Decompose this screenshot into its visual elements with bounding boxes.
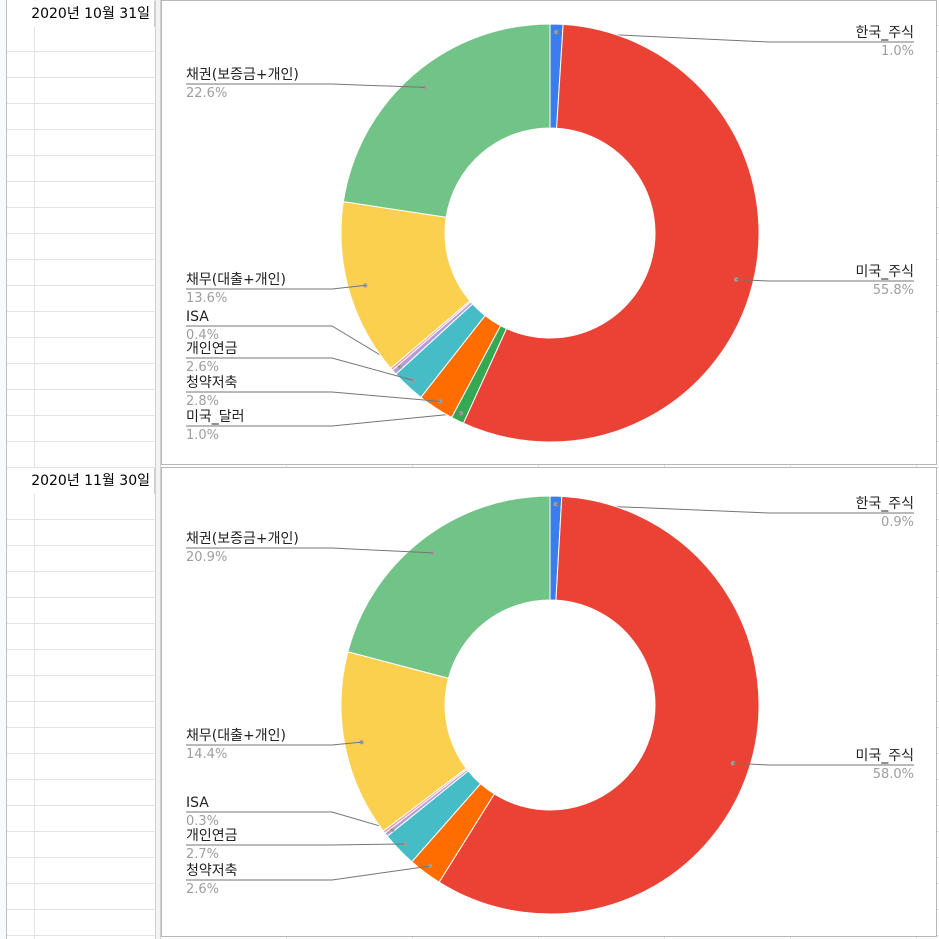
slice-미국-주식[interactable] xyxy=(462,23,760,443)
slice-percent-한국-주식: 0.9% xyxy=(881,515,914,530)
date-cell-november[interactable]: 2020년 11월 30일 xyxy=(7,468,155,494)
slice-미국-주식[interactable] xyxy=(438,495,760,915)
slice-label-ISA: ISA xyxy=(186,309,209,325)
slice-label-미국-달러: 미국_달러 xyxy=(186,409,245,425)
leader-dot xyxy=(553,501,558,507)
donut-chart-november-svg: 한국_주식 0.9% 미국_주식 58.0% 청약저축 2.6% 개인연금 2.7% ISA 0.… xyxy=(186,495,914,915)
leader-dot xyxy=(554,29,559,35)
leader-line xyxy=(736,279,914,282)
slice-percent-채권-보증금-개인: 22.6% xyxy=(186,86,227,101)
donut-chart-november[interactable]: 한국_주식 0.9% 미국_주식 58.0% 청약저축 2.6% 개인연금 2.7% ISA 0.… xyxy=(161,467,937,937)
column-separator xyxy=(155,0,161,939)
leader-dot xyxy=(359,739,364,745)
slice-label-채무-대출-개인: 채무(대출+개인) xyxy=(186,728,286,744)
leader-line xyxy=(556,31,914,43)
slice-label-개인연금: 개인연금 xyxy=(186,341,238,357)
leader-line xyxy=(186,865,430,881)
slice-percent-채무-대출-개인: 13.6% xyxy=(186,291,227,306)
leader-line xyxy=(732,762,914,766)
leader-line xyxy=(555,503,914,514)
slice-percent-미국-주식: 58.0% xyxy=(873,767,914,782)
slice-label-채무-대출-개인: 채무(대출+개인) xyxy=(186,272,286,288)
leader-dot xyxy=(363,283,368,288)
slice-percent-미국-주식: 55.8% xyxy=(873,283,914,298)
slice-percent-ISA: 0.4% xyxy=(186,328,219,343)
slice-label-ISA: ISA xyxy=(186,795,209,811)
leader-line xyxy=(186,547,433,554)
row-header-strip[interactable] xyxy=(0,0,7,939)
slice-채권-보증금-개인[interactable] xyxy=(342,23,551,218)
donut-chart-october[interactable]: 한국_주식 1.0% 미국_주식 55.8% 미국_달러 1.0% 청약저축 2.8% 개인연금… xyxy=(161,0,937,465)
slice-percent-미국-달러: 1.0% xyxy=(186,428,219,443)
leader-line xyxy=(186,83,425,88)
slice-label-청약저축: 청약저축 xyxy=(186,375,238,391)
slice-label-한국-주식: 한국_주식 xyxy=(855,496,914,512)
slice-label-채권-보증금-개인: 채권(보증금+개인) xyxy=(186,531,299,547)
slice-label-청약저축: 청약저축 xyxy=(186,863,238,879)
leader-line xyxy=(186,391,441,402)
slice-percent-청약저축: 2.6% xyxy=(186,882,219,897)
slice-percent-청약저축: 2.8% xyxy=(186,394,219,409)
date-cell-october[interactable]: 2020년 10월 31일 xyxy=(7,1,155,27)
leader-dot xyxy=(427,863,433,869)
leader-line xyxy=(186,325,401,368)
slice-percent-개인연금: 2.6% xyxy=(186,360,219,375)
slice-percent-한국-주식: 1.0% xyxy=(881,44,914,59)
slice-label-채권-보증금-개인: 채권(보증금+개인) xyxy=(186,67,299,83)
slice-label-개인연금: 개인연금 xyxy=(186,828,238,844)
slice-percent-채무-대출-개인: 14.4% xyxy=(186,747,227,762)
leader-line xyxy=(186,843,405,846)
slice-label-미국-주식: 미국_주식 xyxy=(855,748,914,764)
slice-label-미국-주식: 미국_주식 xyxy=(855,264,914,280)
slice-percent-개인연금: 2.7% xyxy=(186,847,219,862)
leader-line xyxy=(186,741,362,746)
donut-chart-october-svg: 한국_주식 1.0% 미국_주식 55.8% 미국_달러 1.0% 청약저축 2.8% 개인연금… xyxy=(186,23,914,443)
leader-line xyxy=(186,811,393,831)
leader-dot xyxy=(730,760,736,766)
leader-line xyxy=(186,357,414,381)
slice-percent-ISA: 0.3% xyxy=(186,814,219,829)
leader-line xyxy=(186,284,366,290)
leader-line xyxy=(186,412,462,427)
slice-채권-보증금-개인[interactable] xyxy=(347,495,551,679)
slice-percent-채권-보증금-개인: 20.9% xyxy=(186,550,227,565)
slice-label-한국-주식: 한국_주식 xyxy=(855,25,914,41)
